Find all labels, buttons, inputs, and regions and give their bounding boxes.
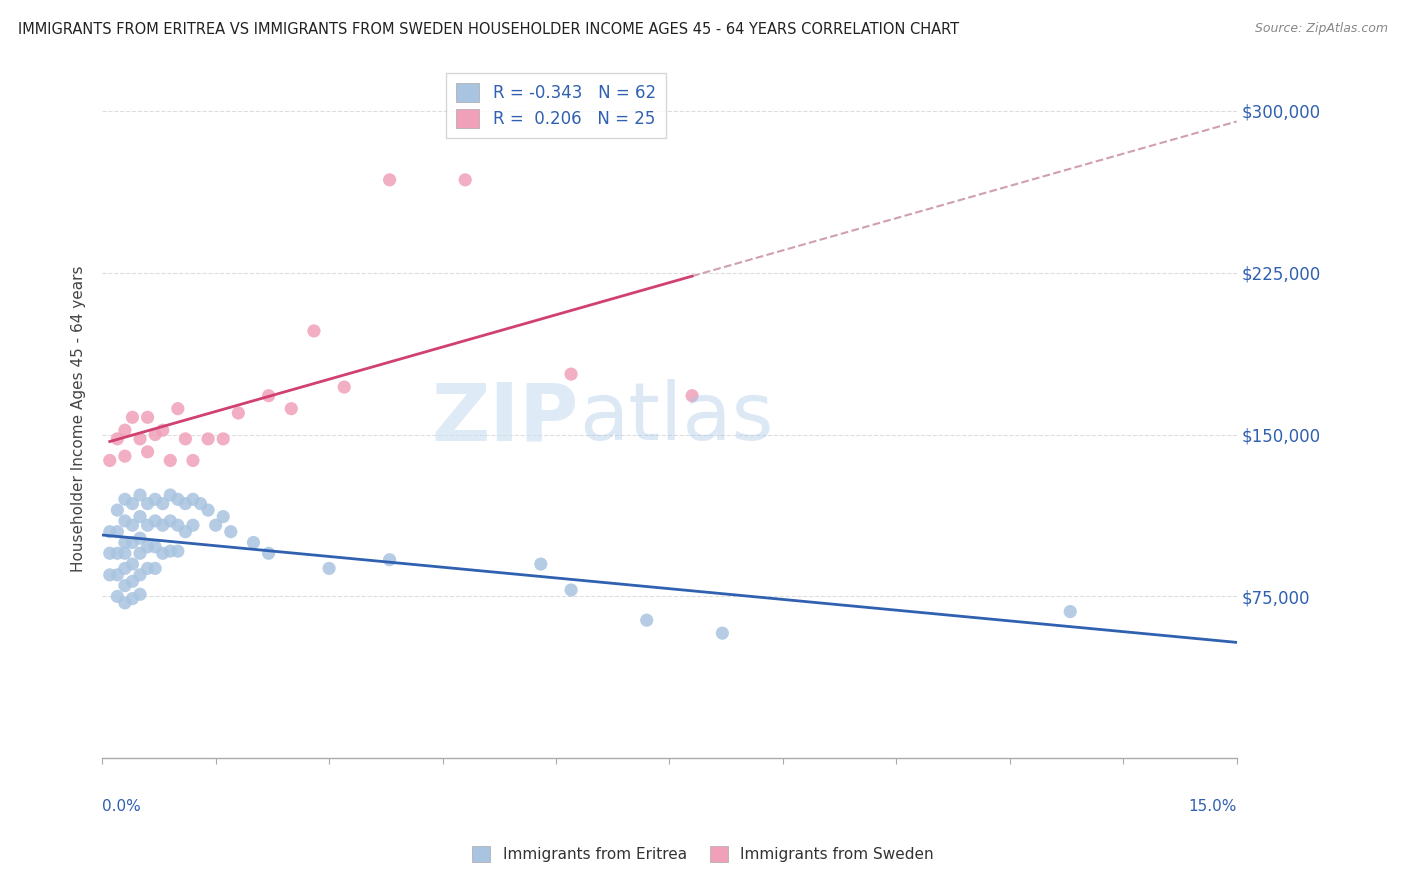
Point xyxy=(143,492,166,507)
Point xyxy=(129,531,152,545)
Point xyxy=(129,432,152,446)
Point xyxy=(560,367,582,381)
Point xyxy=(159,453,181,467)
Point xyxy=(105,524,128,539)
Point xyxy=(159,488,181,502)
Point xyxy=(114,579,136,593)
Point xyxy=(166,492,188,507)
Point xyxy=(98,546,121,560)
Point xyxy=(181,518,204,533)
Point xyxy=(174,497,197,511)
Point xyxy=(121,574,143,589)
Point xyxy=(174,524,197,539)
Point xyxy=(136,445,159,459)
Point xyxy=(152,546,174,560)
Point xyxy=(98,567,121,582)
Point xyxy=(114,449,136,463)
Point xyxy=(129,546,152,560)
Point xyxy=(114,492,136,507)
Point xyxy=(152,497,174,511)
Point xyxy=(454,173,477,187)
Point xyxy=(242,535,264,549)
Text: IMMIGRANTS FROM ERITREA VS IMMIGRANTS FROM SWEDEN HOUSEHOLDER INCOME AGES 45 - 6: IMMIGRANTS FROM ERITREA VS IMMIGRANTS FR… xyxy=(18,22,959,37)
Point xyxy=(228,406,250,420)
Point xyxy=(114,535,136,549)
Point xyxy=(197,503,219,517)
Point xyxy=(212,509,235,524)
Legend: Immigrants from Eritrea, Immigrants from Sweden: Immigrants from Eritrea, Immigrants from… xyxy=(465,840,941,868)
Point xyxy=(129,587,152,601)
Point xyxy=(378,553,401,567)
Point xyxy=(143,427,166,442)
Point xyxy=(318,561,340,575)
Legend: R = -0.343   N = 62, R =  0.206   N = 25: R = -0.343 N = 62, R = 0.206 N = 25 xyxy=(446,73,666,138)
Point xyxy=(121,535,143,549)
Point xyxy=(190,497,212,511)
Point xyxy=(257,389,280,403)
Point xyxy=(136,497,159,511)
Point xyxy=(98,453,121,467)
Point xyxy=(105,432,128,446)
Y-axis label: Householder Income Ages 45 - 64 years: Householder Income Ages 45 - 64 years xyxy=(72,265,86,572)
Point xyxy=(143,540,166,554)
Point xyxy=(114,546,136,560)
Point xyxy=(212,432,235,446)
Point xyxy=(560,582,582,597)
Point xyxy=(121,518,143,533)
Point xyxy=(114,423,136,437)
Text: Source: ZipAtlas.com: Source: ZipAtlas.com xyxy=(1254,22,1388,36)
Point xyxy=(98,524,121,539)
Point xyxy=(302,324,325,338)
Point xyxy=(333,380,356,394)
Point xyxy=(105,503,128,517)
Point xyxy=(181,492,204,507)
Point xyxy=(129,509,152,524)
Text: 0.0%: 0.0% xyxy=(103,799,141,814)
Text: ZIP: ZIP xyxy=(432,379,579,458)
Point xyxy=(280,401,302,416)
Point xyxy=(121,591,143,606)
Point xyxy=(152,423,174,437)
Point xyxy=(197,432,219,446)
Point xyxy=(166,544,188,558)
Point xyxy=(121,557,143,571)
Point xyxy=(136,540,159,554)
Point xyxy=(105,567,128,582)
Point xyxy=(181,453,204,467)
Point xyxy=(159,514,181,528)
Point xyxy=(257,546,280,560)
Point xyxy=(166,518,188,533)
Point xyxy=(1059,605,1081,619)
Point xyxy=(114,596,136,610)
Point xyxy=(152,518,174,533)
Point xyxy=(136,410,159,425)
Point xyxy=(166,401,188,416)
Point xyxy=(129,488,152,502)
Point xyxy=(711,626,734,640)
Text: atlas: atlas xyxy=(579,379,773,458)
Point xyxy=(114,561,136,575)
Point xyxy=(105,590,128,604)
Point xyxy=(219,524,242,539)
Point xyxy=(174,432,197,446)
Text: 15.0%: 15.0% xyxy=(1188,799,1237,814)
Point xyxy=(105,546,128,560)
Point xyxy=(204,518,226,533)
Point xyxy=(378,173,401,187)
Point xyxy=(121,410,143,425)
Point xyxy=(530,557,553,571)
Point xyxy=(636,613,658,627)
Point xyxy=(136,518,159,533)
Point xyxy=(143,561,166,575)
Point xyxy=(114,514,136,528)
Point xyxy=(143,514,166,528)
Point xyxy=(121,497,143,511)
Point xyxy=(681,389,703,403)
Point xyxy=(159,544,181,558)
Point xyxy=(129,567,152,582)
Point xyxy=(136,561,159,575)
